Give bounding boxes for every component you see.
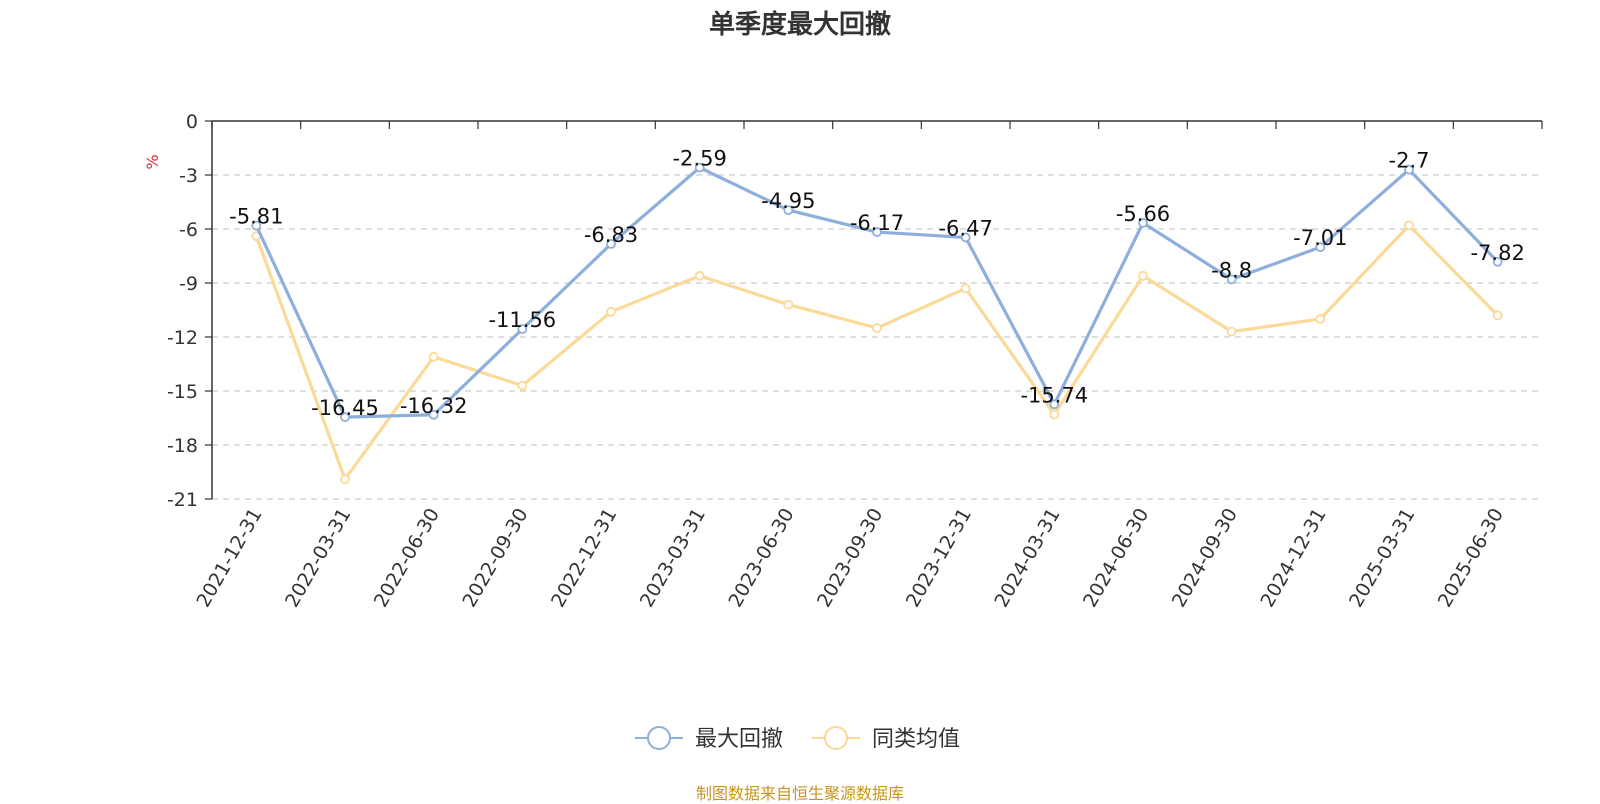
data-label: -7.01 — [1293, 226, 1347, 250]
chart-title: 单季度最大回撤 — [708, 10, 891, 40]
data-point — [340, 474, 350, 485]
x-tick-label: 2022-03-31 — [281, 505, 355, 612]
data-point — [1049, 409, 1060, 420]
data-point — [517, 324, 528, 334]
data-label: -2.7 — [1389, 149, 1430, 173]
data-point — [960, 283, 971, 294]
data-point — [1404, 220, 1414, 231]
y-tick-label: -9 — [179, 273, 198, 295]
data-point — [1226, 326, 1237, 337]
x-tick-label: 2024-03-31 — [990, 505, 1064, 612]
y-tick-label: -6 — [179, 219, 198, 241]
x-tick-label: 2022-09-30 — [458, 505, 532, 612]
data-labels: -5.81 -16.45 -16.32 -11.56 -6.83 -2.59 -4.95 -6… — [229, 147, 1525, 420]
data-label: -16.32 — [400, 394, 468, 418]
y-tick-label: -21 — [167, 489, 198, 511]
data-label: -6.83 — [584, 223, 638, 247]
data-label: -5.81 — [229, 205, 283, 229]
data-label: -4.95 — [761, 189, 815, 213]
x-tick-label: 2023-03-31 — [636, 505, 710, 612]
y-tick-label: -12 — [167, 327, 198, 349]
data-point — [1315, 314, 1326, 324]
data-label: -16.45 — [311, 396, 379, 420]
data-point — [694, 162, 705, 173]
data-point — [340, 412, 350, 423]
source-note: 制图数据来自恒生聚源数据库 — [695, 784, 904, 803]
x-tick-label: 2025-03-31 — [1345, 505, 1419, 612]
x-tick-label: 2022-12-31 — [547, 505, 621, 612]
data-label: -15.74 — [1020, 383, 1088, 407]
y-tick-label: -3 — [179, 165, 198, 187]
legend-label: 同类均值 — [872, 727, 960, 752]
data-point — [517, 380, 528, 391]
x-tick-label: 2023-09-30 — [813, 505, 887, 612]
legend-item[interactable]: 同类均值 — [812, 726, 960, 752]
y-tick-label: -15 — [167, 381, 198, 403]
data-point — [960, 232, 971, 243]
legend-item[interactable]: 最大回撤 — [635, 726, 783, 752]
legend-marker — [824, 726, 848, 750]
series-line — [254, 223, 1499, 481]
data-point — [1138, 270, 1148, 281]
y-tick-label: 0 — [186, 111, 198, 133]
data-point — [251, 220, 262, 231]
data-point — [1404, 164, 1414, 175]
legend[interactable]: 最大回撤 同类均值 — [635, 726, 960, 752]
data-point — [428, 409, 439, 420]
data-point — [428, 351, 439, 362]
legend-label: 最大回撤 — [695, 727, 783, 752]
data-label: -6.17 — [850, 211, 904, 235]
x-tick-label: 2024-12-31 — [1256, 505, 1330, 612]
data-point — [783, 299, 794, 310]
data-point — [1492, 310, 1503, 321]
y-tick-label: -18 — [167, 435, 198, 457]
data-label: -7.82 — [1470, 241, 1524, 265]
series-line — [254, 166, 1499, 419]
x-tick-label: 2024-06-30 — [1079, 505, 1153, 612]
data-point — [1226, 274, 1237, 285]
data-label: -6.47 — [938, 216, 992, 240]
data-point — [872, 323, 882, 333]
legend-marker — [647, 726, 671, 750]
data-point — [606, 239, 616, 249]
series-lines — [251, 162, 1503, 485]
x-tick-label: 2023-06-30 — [724, 505, 798, 612]
x-tick-label: 2023-12-31 — [902, 505, 976, 612]
data-label: -8.8 — [1211, 258, 1252, 282]
x-tick-label: 2024-09-30 — [1168, 505, 1242, 612]
x-tick-label: 2021-12-31 — [192, 505, 266, 612]
data-point — [783, 205, 794, 216]
data-point — [1315, 242, 1326, 253]
data-point — [872, 227, 882, 237]
data-label: -11.56 — [488, 308, 556, 332]
axes: 0 -3 -6 -9 -12 -15 -18 -21% 2021-12-31 2022-03-31… — [143, 111, 1543, 612]
data-label: -5.66 — [1116, 202, 1170, 226]
y-axis-label: % — [143, 154, 162, 169]
data-point — [1049, 399, 1060, 410]
data-point — [606, 306, 616, 317]
x-tick-label: 2022-06-30 — [370, 504, 444, 611]
data-point — [1492, 256, 1503, 267]
data-point — [694, 270, 705, 281]
data-label: -2.59 — [672, 147, 726, 171]
data-point — [1138, 217, 1148, 228]
x-tick-label: 2025-06-30 — [1434, 505, 1508, 612]
